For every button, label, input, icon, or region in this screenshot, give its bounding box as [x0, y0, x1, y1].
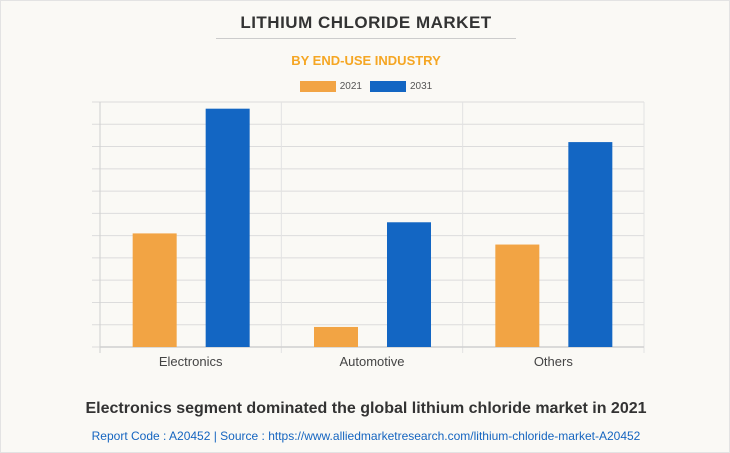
- x-tick-label: Electronics: [159, 354, 223, 369]
- chart-headline: Electronics segment dominated the global…: [85, 400, 647, 417]
- bar-automotive-2021[interactable]: [314, 326, 358, 347]
- legend-label-2021: 2021: [339, 81, 362, 92]
- x-tick-label: Automotive: [339, 354, 404, 369]
- legend-swatch-2031: [370, 81, 406, 92]
- legend-label-2031: 2031: [410, 81, 433, 92]
- bar-others-2021[interactable]: [495, 244, 540, 347]
- legend-item-2021[interactable]: 2021: [299, 81, 362, 92]
- bar-electronics-2031[interactable]: [205, 108, 250, 347]
- x-tick-label: Others: [534, 354, 574, 369]
- bar-others-2031[interactable]: [568, 142, 613, 347]
- source-line[interactable]: Report Code : A20452 | Source : https://…: [91, 429, 641, 443]
- bar-electronics-2021[interactable]: [132, 233, 177, 347]
- chart-title: LITHIUM CHLORIDE MARKET: [240, 13, 492, 32]
- legend-swatch-2021: [299, 81, 336, 92]
- bar-automotive-2031[interactable]: [387, 222, 431, 347]
- legend: 2021 2031: [1, 81, 729, 92]
- title-divider: [216, 38, 516, 39]
- legend-item-2031[interactable]: 2031: [370, 81, 432, 92]
- chart-subtitle: BY END-USE INDUSTRY: [291, 53, 441, 68]
